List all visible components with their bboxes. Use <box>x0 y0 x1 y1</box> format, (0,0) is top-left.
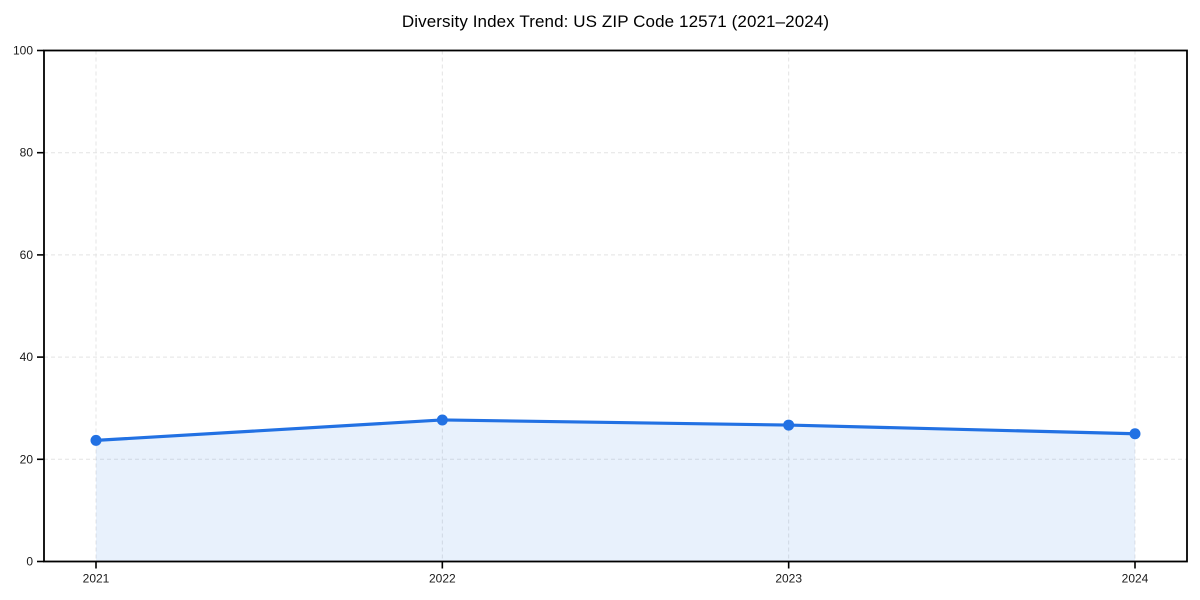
x-tick-label: 2021 <box>83 572 110 586</box>
y-tick-label: 0 <box>26 555 33 569</box>
x-tick-label: 2023 <box>775 572 802 586</box>
data-point-marker <box>90 434 102 446</box>
y-tick-label: 100 <box>13 44 33 58</box>
y-tick-label: 80 <box>20 146 34 160</box>
trend-line <box>94 418 1137 442</box>
plot-border <box>43 49 1188 563</box>
x-tick-label: 2024 <box>1122 572 1149 586</box>
y-tick-label: 20 <box>20 452 34 466</box>
x-tick-label: 2022 <box>429 572 456 586</box>
data-point-marker <box>783 419 795 431</box>
data-point-marker <box>436 414 448 426</box>
y-tick-label: 60 <box>20 248 34 262</box>
y-tick-label: 40 <box>20 350 34 364</box>
data-point-marker <box>1129 428 1141 440</box>
chart-title: Diversity Index Trend: US ZIP Code 12571… <box>401 12 830 31</box>
area-fill <box>96 419 1135 562</box>
